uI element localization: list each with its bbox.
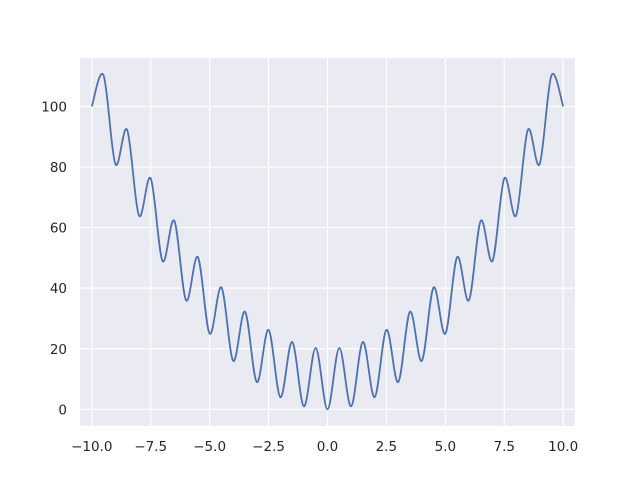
x-tick-label: −5.0 (193, 439, 226, 455)
x-tick-label: 5.0 (435, 439, 456, 455)
y-tick-label: 80 (50, 160, 67, 176)
x-tick-label: −10.0 (71, 439, 112, 455)
x-tick-label: 10.0 (548, 439, 578, 455)
x-tick-label: 0.0 (317, 439, 338, 455)
series-line (90, 72, 565, 411)
y-tick-label: 60 (50, 221, 67, 237)
x-tick-label: 7.5 (494, 439, 515, 455)
series-group (90, 72, 565, 411)
x-tick-label: 2.5 (376, 439, 397, 455)
x-tick-label: −2.5 (252, 439, 285, 455)
y-tick-label: 100 (41, 99, 67, 115)
y-tick-label: 20 (50, 342, 67, 358)
y-tick-label: 40 (50, 281, 67, 297)
y-axis-ticks: 0 20 40 60 80 100 (41, 99, 67, 418)
y-tick-label: 0 (58, 402, 67, 418)
x-axis-ticks: −10.0 −7.5 −5.0 −2.5 0.0 2.5 5.0 7.5 10.0 (71, 439, 578, 455)
x-tick-label: −7.5 (134, 439, 167, 455)
